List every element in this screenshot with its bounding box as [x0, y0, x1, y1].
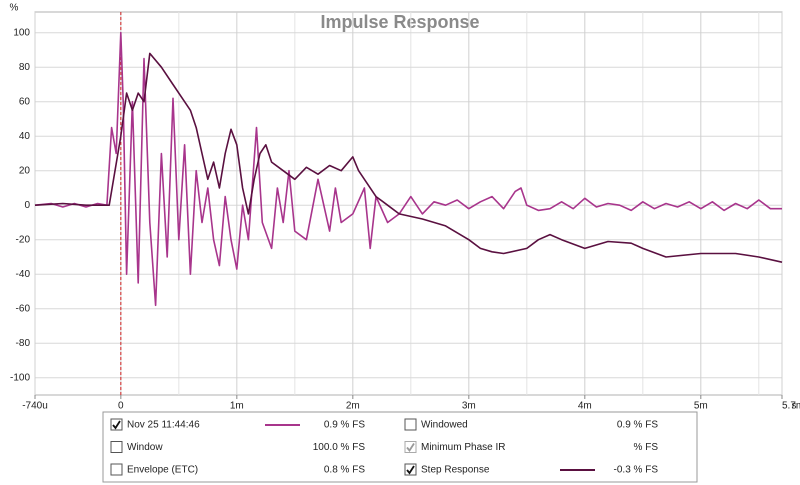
x-tick-label: 1m	[230, 401, 244, 412]
y-tick-label: -80	[16, 338, 31, 349]
x-tick-label: 5m	[694, 401, 708, 412]
x-tick-label: 3m	[462, 401, 476, 412]
series-line	[34, 52, 783, 263]
y-tick-label: 60	[19, 96, 31, 107]
y-tick-label: -60	[16, 303, 31, 314]
legend-label: Minimum Phase IR	[421, 442, 505, 453]
legend-readout: 0.8 % FS	[324, 465, 365, 476]
x-axis-label: s	[792, 401, 797, 412]
legend-readout: 0.9 % FS	[617, 420, 658, 431]
legend-panel	[102, 411, 698, 483]
legend-readout: -0.3 % FS	[614, 465, 659, 476]
checkbox[interactable]	[404, 441, 417, 453]
legend-label: Window	[127, 442, 163, 453]
series-line	[34, 31, 782, 307]
y-tick-label: 80	[19, 62, 31, 73]
checkbox[interactable]	[110, 418, 123, 431]
checkbox[interactable]	[110, 463, 123, 476]
y-tick-label: 100	[13, 27, 30, 38]
x-tick-label: 5.7m	[782, 401, 800, 412]
checkmark	[112, 420, 121, 430]
y-axis-label: %	[10, 3, 19, 14]
y-tick-label: -100	[10, 372, 30, 383]
legend-label: Nov 25 11:44:46	[127, 420, 200, 431]
y-tick-label: 20	[19, 165, 31, 176]
chart-title: Impulse Response	[320, 12, 479, 32]
y-tick-label: -20	[16, 234, 31, 245]
x-tick-label: 4m	[578, 401, 592, 412]
checkmark	[406, 443, 415, 453]
y-tick-label: 0	[24, 200, 30, 211]
y-tick-label: -40	[16, 269, 31, 280]
checkbox[interactable]	[110, 441, 123, 453]
checkbox[interactable]	[404, 418, 417, 431]
checkmark	[406, 465, 415, 475]
y-tick-label: 40	[19, 131, 31, 142]
legend-readout: 100.0 % FS	[313, 442, 366, 453]
legend-readout: % FS	[634, 442, 659, 453]
legend-label: Windowed	[421, 420, 468, 431]
x-tick-label: -740u	[22, 401, 48, 412]
plot-area	[34, 11, 783, 396]
checkbox[interactable]	[404, 463, 417, 476]
x-tick-label: 0	[118, 401, 124, 412]
x-tick-label: 2m	[346, 401, 360, 412]
legend-label: Envelope (ETC)	[127, 465, 198, 476]
legend-readout: 0.9 % FS	[324, 420, 365, 431]
legend-label: Step Response	[421, 465, 490, 476]
